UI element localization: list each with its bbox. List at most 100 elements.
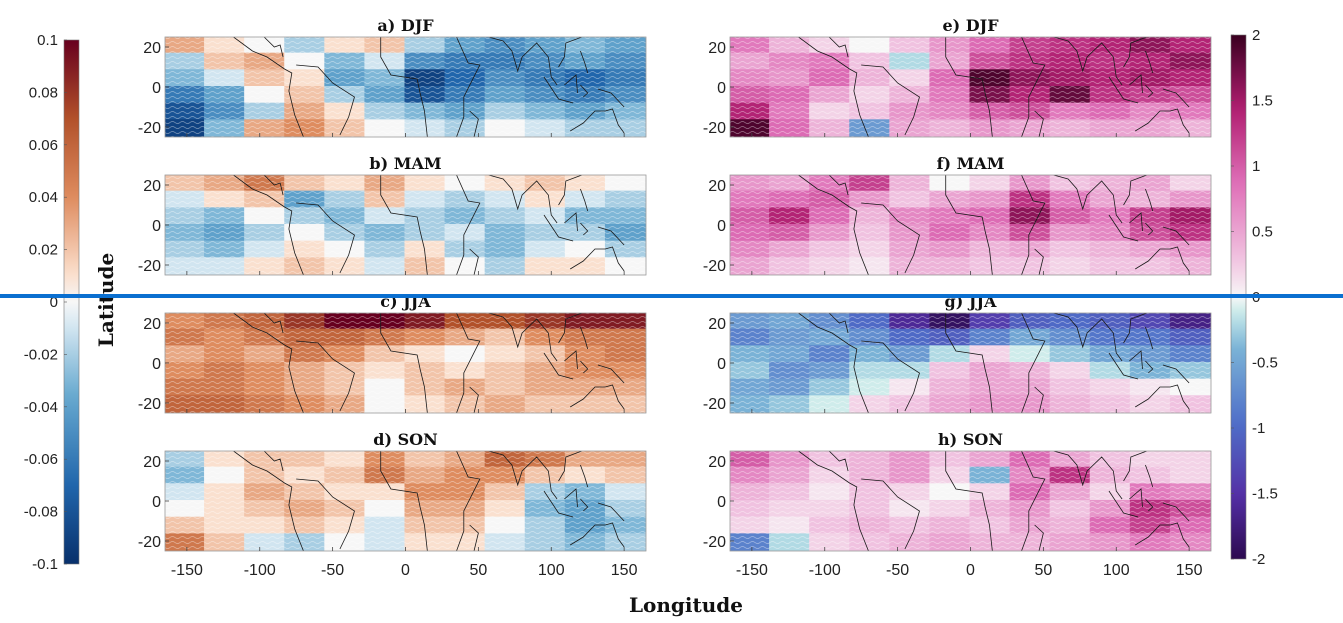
coastline	[798, 37, 1190, 137]
x-tick-label: 0	[401, 562, 410, 579]
x-tick-label: -100	[244, 562, 276, 579]
y-tick-label: 20	[708, 454, 726, 471]
colorbar-tick-label: -0.08	[24, 504, 58, 521]
x-tick-label: -50	[886, 562, 909, 579]
y-tick-label: -20	[703, 534, 726, 551]
stipple-overlay	[165, 313, 646, 413]
stipple-overlay	[730, 37, 1211, 137]
colorbar-tick-label: 0.06	[29, 137, 58, 154]
x-tick-label: 100	[538, 562, 565, 579]
x-tick-label: -100	[809, 562, 841, 579]
y-tick-label: -20	[703, 120, 726, 137]
panel-title: h) SON	[938, 430, 1003, 449]
colorbar-tick-label: 1	[1252, 158, 1260, 175]
stipple-overlay	[730, 451, 1211, 551]
colorbar-tick-label: -0.04	[24, 399, 58, 416]
colorbars-layer: 0.1 0.08 0.06 0.04 0.02 0 -0.02 -0.04 -0.06 -0.08…	[24, 27, 1278, 573]
stipple-overlay	[730, 313, 1211, 413]
heatmap-field	[730, 313, 1211, 413]
y-tick-label: 0	[152, 218, 161, 235]
x-tick-label: 100	[1103, 562, 1130, 579]
stipple-overlay	[730, 175, 1211, 275]
heatmap-field	[165, 37, 646, 137]
x-tick-label: 0	[966, 562, 975, 579]
x-tick-label: 150	[611, 562, 638, 579]
panel-f: f) MAM 20 0 -20	[703, 154, 1212, 276]
y-tick-label: -20	[703, 396, 726, 413]
coastline	[233, 37, 625, 137]
y-tick-label: 20	[143, 454, 161, 471]
heatmap-field	[730, 37, 1211, 137]
y-tick-label: 20	[708, 316, 726, 333]
y-tick-label: 0	[717, 80, 726, 97]
y-tick-label: 20	[143, 178, 161, 195]
panel-a: a) DJF 20 0 -20	[138, 16, 647, 138]
heatmap-field	[165, 313, 646, 413]
coastline	[798, 313, 1190, 413]
x-tick-label: -50	[321, 562, 344, 579]
colorbar-tick-label: -1.5	[1252, 486, 1278, 503]
colorbar-left: 0.1 0.08 0.06 0.04 0.02 0 -0.02 -0.04 -0.06 -0.08…	[24, 32, 80, 573]
stipple-overlay	[165, 451, 646, 551]
colorbar-tick-label: 2	[1252, 27, 1260, 44]
colorbar-tick-label: -0.5	[1252, 355, 1278, 372]
y-tick-label: 0	[152, 494, 161, 511]
colorbar-tick-label: 0.08	[29, 84, 58, 101]
coastline	[798, 175, 1190, 275]
panel-title: d) SON	[373, 430, 437, 449]
panel-title: f) MAM	[937, 154, 1005, 173]
panel-e: e) DJF 20 0 -20	[703, 16, 1212, 138]
heatmap-field	[730, 175, 1211, 275]
y-tick-label: -20	[138, 396, 161, 413]
colorbar-tick-label: -0.06	[24, 451, 58, 468]
colorbar-tick-label: 0	[50, 294, 58, 311]
heatmap-field	[165, 451, 646, 551]
x-tick-label: -150	[171, 562, 203, 579]
y-tick-label: 0	[717, 494, 726, 511]
y-tick-label: 0	[717, 356, 726, 373]
heatmap-field	[165, 175, 646, 275]
y-tick-label: -20	[138, 120, 161, 137]
colorbar-tick-label: 1.5	[1252, 93, 1273, 110]
coastline	[798, 451, 1190, 551]
coastline	[233, 451, 625, 551]
panel-title: a) DJF	[377, 16, 434, 35]
x-tick-label: -150	[736, 562, 768, 579]
colorbar-tick-label: -0.1	[32, 556, 58, 573]
panel-b: b) MAM 20 0 -20	[138, 154, 647, 276]
y-tick-label: -20	[703, 258, 726, 275]
panel-title: b) MAM	[369, 154, 441, 173]
colorbar-tick-label: 0.04	[29, 189, 58, 206]
y-tick-label: 0	[152, 80, 161, 97]
x-tick-label: 50	[469, 562, 487, 579]
x-tick-label: 50	[1034, 562, 1052, 579]
colorbar-tick-label: 0.02	[29, 242, 58, 259]
x-axis-label: Longitude	[629, 593, 743, 617]
colorbar-tick-label: 0.1	[37, 32, 58, 49]
y-tick-label: -20	[138, 534, 161, 551]
y-axis-label: Latitude	[94, 253, 118, 347]
panel-h: h) SON 20 0 -20 -150 -100 -50 0 50 100 150	[703, 430, 1212, 579]
colorbar-tick-label: -2	[1252, 551, 1265, 568]
coastline	[233, 175, 625, 275]
colorbar-tick-label: -0.02	[24, 346, 58, 363]
stipple-overlay	[165, 175, 646, 275]
y-tick-label: 0	[152, 356, 161, 373]
panel-d: d) SON 20 0 -20 -150 -100 -50 0 50 100 150	[138, 430, 647, 579]
y-tick-label: 20	[708, 40, 726, 57]
colorbar-tick-label: -1	[1252, 420, 1265, 437]
y-tick-label: 0	[717, 218, 726, 235]
y-tick-label: 20	[143, 40, 161, 57]
coastline	[233, 313, 625, 413]
colorbar-tick-label: 0.5	[1252, 224, 1273, 241]
panel-title: e) DJF	[942, 16, 999, 35]
heatmap-field	[730, 451, 1211, 551]
y-tick-label: 20	[708, 178, 726, 195]
y-tick-label: 20	[143, 316, 161, 333]
stipple-overlay	[165, 37, 646, 137]
x-tick-label: 150	[1176, 562, 1203, 579]
